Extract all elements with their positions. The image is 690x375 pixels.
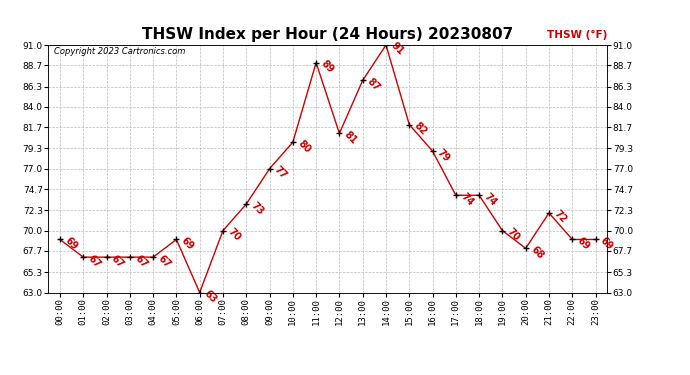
Text: Copyright 2023 Cartronics.com: Copyright 2023 Cartronics.com [54,48,185,57]
Text: 77: 77 [273,165,289,181]
Text: 70: 70 [505,226,522,243]
Text: 69: 69 [575,235,591,252]
Text: 89: 89 [319,58,335,75]
Text: 82: 82 [412,120,428,137]
Text: 74: 74 [459,191,475,208]
Text: 91: 91 [388,41,405,57]
Text: THSW (°F): THSW (°F) [547,30,607,40]
Title: THSW Index per Hour (24 Hours) 20230807: THSW Index per Hour (24 Hours) 20230807 [142,27,513,42]
Text: 87: 87 [366,76,382,93]
Text: 74: 74 [482,191,498,208]
Text: 81: 81 [342,129,359,146]
Text: 68: 68 [529,244,545,261]
Text: 70: 70 [226,226,242,243]
Text: 69: 69 [63,235,79,252]
Text: 69: 69 [598,235,615,252]
Text: 63: 63 [202,288,219,305]
Text: 67: 67 [86,253,103,270]
Text: 73: 73 [249,200,266,216]
Text: 80: 80 [295,138,313,155]
Text: 67: 67 [132,253,149,270]
Text: 67: 67 [109,253,126,270]
Text: 72: 72 [552,209,569,225]
Text: 69: 69 [179,235,196,252]
Text: 67: 67 [156,253,172,270]
Text: 79: 79 [435,147,452,164]
